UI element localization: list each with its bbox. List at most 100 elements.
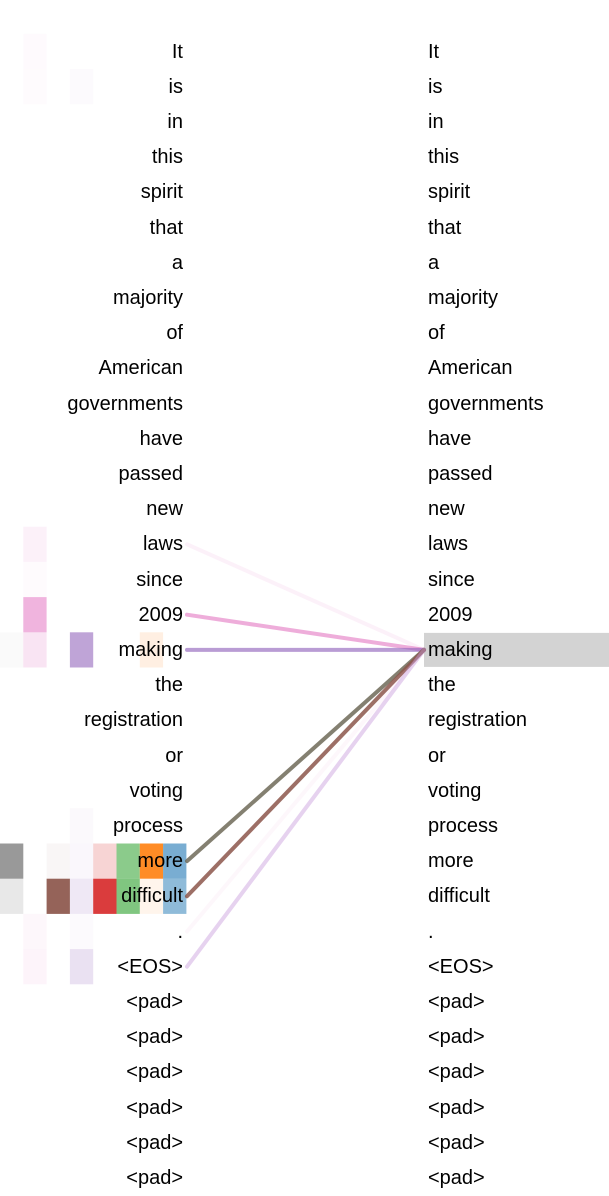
target-token[interactable]: process — [428, 814, 499, 837]
source-token[interactable]: process — [112, 814, 183, 837]
selected-target-token[interactable]: making — [428, 638, 493, 661]
source-token[interactable]: this — [151, 146, 183, 169]
source-token[interactable]: spirit — [140, 181, 183, 204]
target-token[interactable]: <EOS> — [428, 955, 494, 978]
attention-cell — [163, 843, 187, 879]
target-token[interactable]: is — [428, 75, 443, 98]
target-token[interactable]: a — [428, 251, 440, 274]
source-token[interactable]: 2009 — [138, 603, 184, 626]
attention-line — [185, 612, 426, 652]
attention-cell — [69, 632, 94, 668]
target-token[interactable]: voting — [428, 779, 482, 802]
attention-cell — [163, 878, 187, 914]
source-token[interactable]: <pad> — [126, 1061, 183, 1084]
attention-cell — [139, 632, 164, 668]
source-token[interactable]: <EOS> — [117, 955, 183, 978]
target-token[interactable]: difficult — [428, 885, 490, 908]
source-token[interactable]: It — [171, 40, 183, 63]
source-token[interactable]: that — [149, 216, 183, 239]
source-token[interactable]: difficult — [121, 885, 183, 908]
target-token[interactable]: . — [428, 920, 434, 943]
attention-line — [185, 647, 426, 934]
source-token[interactable]: . — [177, 920, 183, 943]
target-token[interactable]: American — [428, 357, 513, 380]
target-token[interactable]: new — [428, 498, 465, 521]
target-token[interactable]: laws — [428, 533, 469, 556]
attention-cell — [139, 878, 164, 914]
target-token[interactable]: have — [428, 427, 472, 450]
target-token[interactable]: registration — [428, 709, 527, 732]
target-token[interactable]: more — [428, 850, 474, 873]
source-token[interactable]: registration — [84, 709, 183, 732]
target-token[interactable]: spirit — [428, 181, 471, 204]
target-token[interactable]: of — [428, 322, 445, 345]
source-token[interactable]: have — [139, 427, 183, 450]
target-token[interactable]: <pad> — [428, 990, 485, 1013]
attention-line — [185, 647, 426, 864]
target-token[interactable]: or — [428, 744, 446, 767]
attention-cell — [69, 843, 94, 879]
attention-cell — [23, 597, 47, 633]
source-token[interactable]: making — [118, 638, 183, 661]
attention-cell — [69, 878, 94, 914]
target-token[interactable]: <pad> — [428, 1096, 485, 1119]
attention-cell — [93, 878, 117, 914]
attention-cell — [116, 843, 140, 879]
target-token[interactable]: <pad> — [428, 1061, 485, 1084]
source-token[interactable]: voting — [129, 779, 183, 802]
source-token[interactable]: <pad> — [126, 990, 183, 1013]
attention-cell — [0, 878, 24, 914]
source-token[interactable]: or — [165, 744, 183, 767]
attention-cell — [23, 949, 47, 985]
target-token[interactable]: governments — [428, 392, 544, 415]
target-token[interactable]: <pad> — [428, 1166, 485, 1189]
attention-cell — [0, 843, 24, 879]
attention-cell — [46, 878, 70, 914]
source-token[interactable]: a — [171, 251, 183, 274]
attention-cell — [23, 526, 47, 562]
source-token[interactable]: more — [137, 850, 183, 873]
target-token[interactable]: It — [428, 40, 440, 63]
source-token[interactable]: majority — [112, 286, 183, 309]
source-token[interactable]: in — [167, 110, 183, 133]
source-token[interactable]: <pad> — [126, 1131, 183, 1154]
source-token[interactable]: of — [166, 322, 183, 345]
source-token[interactable]: passed — [118, 462, 184, 485]
target-token[interactable]: this — [428, 146, 460, 169]
source-token[interactable]: is — [168, 75, 183, 98]
source-token[interactable]: <pad> — [126, 1096, 183, 1119]
source-token[interactable]: since — [136, 568, 183, 591]
target-token[interactable]: <pad> — [428, 1131, 485, 1154]
source-token[interactable]: the — [155, 674, 183, 697]
attention-cell — [46, 843, 70, 879]
target-token[interactable]: that — [428, 216, 462, 239]
attention-cell — [139, 843, 164, 879]
source-token[interactable]: new — [146, 498, 183, 521]
attention-cell — [70, 914, 93, 949]
target-token[interactable]: 2009 — [428, 603, 473, 626]
selected-token-highlight — [424, 632, 609, 667]
target-token[interactable]: majority — [428, 286, 499, 309]
source-token[interactable]: laws — [142, 533, 183, 556]
attention-cell — [0, 632, 24, 668]
source-token[interactable]: American — [98, 357, 183, 380]
attention-cell — [23, 562, 46, 597]
target-token[interactable]: the — [428, 674, 456, 697]
target-token[interactable]: since — [428, 568, 475, 591]
target-token[interactable]: in — [428, 110, 444, 133]
attention-cell — [93, 843, 117, 879]
attention-cell — [23, 69, 46, 104]
attention-cell — [69, 949, 94, 985]
target-token[interactable]: passed — [428, 462, 493, 485]
attention-cell — [116, 878, 140, 914]
attention-line — [185, 647, 426, 899]
attention-cell — [70, 69, 93, 104]
attention-cell — [69, 808, 94, 844]
target-token[interactable]: <pad> — [428, 1026, 485, 1049]
attention-line — [185, 647, 426, 969]
attention-cell — [23, 33, 47, 70]
source-token[interactable]: governments — [67, 392, 183, 415]
source-token[interactable]: <pad> — [126, 1026, 183, 1049]
source-token[interactable]: <pad> — [126, 1166, 183, 1189]
